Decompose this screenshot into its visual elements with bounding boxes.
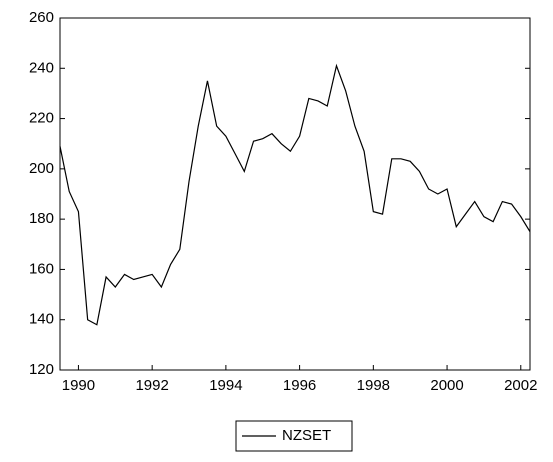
y-tick-label: 200 bbox=[29, 160, 54, 177]
y-tick-label: 240 bbox=[29, 59, 54, 76]
plot-frame bbox=[59, 17, 531, 371]
y-tick-label: 260 bbox=[29, 9, 54, 26]
x-tick-label: 2002 bbox=[504, 377, 537, 394]
data-line bbox=[59, 63, 531, 326]
y-tick-label: 140 bbox=[29, 311, 54, 328]
legend-label: NZSET bbox=[282, 427, 331, 444]
y-tick-label: 220 bbox=[29, 110, 54, 127]
x-tick-label: 1990 bbox=[62, 377, 95, 394]
x-tick-label: 1994 bbox=[209, 377, 242, 394]
x-tick-label: 1992 bbox=[135, 377, 168, 394]
y-tick-label: 180 bbox=[29, 210, 54, 227]
x-tick-label: 2000 bbox=[430, 377, 463, 394]
x-tick-label: 1996 bbox=[283, 377, 316, 394]
y-tick-label: 120 bbox=[29, 361, 54, 378]
x-tick-label: 1998 bbox=[357, 377, 390, 394]
y-tick-label: 160 bbox=[29, 260, 54, 277]
